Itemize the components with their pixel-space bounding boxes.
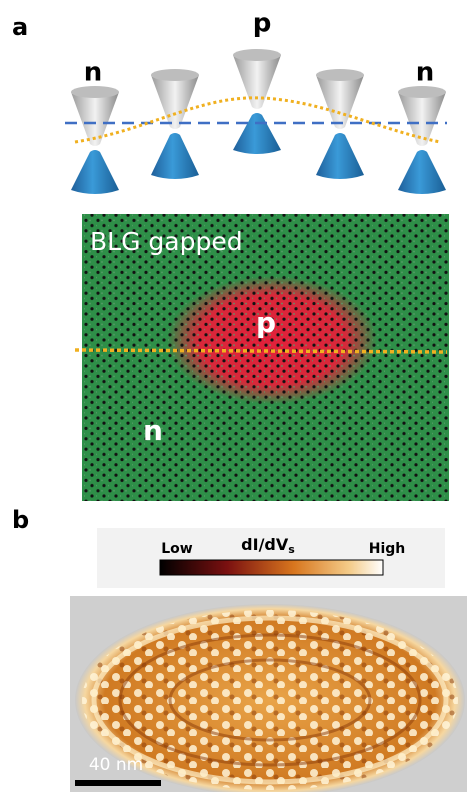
colorbar-title-main: dI/dV	[241, 535, 289, 554]
cone	[71, 86, 119, 98]
cone	[398, 150, 446, 194]
panel-label: b	[12, 506, 29, 534]
colorbar-title: dI/dVs	[241, 535, 295, 557]
cone	[316, 133, 364, 179]
scale-bar-label: 40 nm	[89, 755, 143, 775]
cone	[316, 75, 364, 129]
colorbar	[160, 560, 383, 575]
colorbar-title-sub: s	[288, 543, 295, 556]
cone	[151, 69, 199, 81]
cone	[71, 150, 119, 194]
panel-label: a	[12, 13, 28, 41]
region-label: p	[256, 306, 276, 339]
cone	[316, 69, 364, 81]
region-label: n	[143, 414, 163, 447]
cone	[233, 113, 281, 154]
band-label: p	[253, 9, 272, 39]
cone	[398, 92, 446, 146]
cone	[151, 133, 199, 179]
cone	[398, 86, 446, 98]
band-label: n	[416, 58, 435, 88]
lattice-label: BLG gapped	[90, 227, 243, 256]
scale-bar	[75, 780, 161, 786]
lattice	[82, 214, 449, 501]
cone	[233, 55, 281, 109]
figure: a n p n BLG gapped p n b Low dI/dVs High…	[0, 0, 467, 792]
colorbar-high: High	[369, 541, 406, 557]
colorbar-low: Low	[161, 541, 193, 557]
band-cones	[71, 49, 446, 194]
cone	[233, 49, 281, 61]
band-label: n	[84, 58, 103, 88]
